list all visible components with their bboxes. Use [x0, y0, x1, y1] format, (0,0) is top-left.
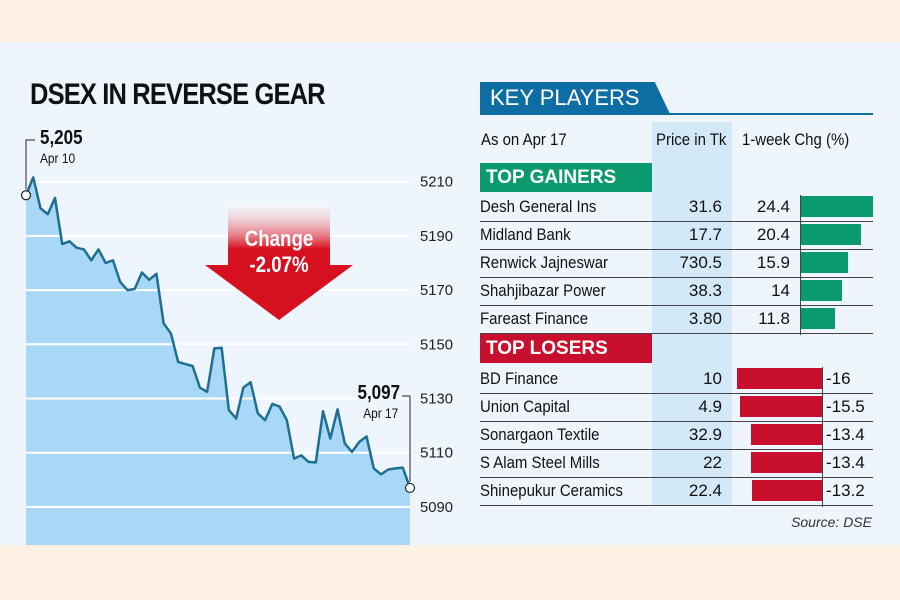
table-row: S Alam Steel Mills 22 -13.4 [480, 449, 873, 478]
company-name: Sonargaon Textile [480, 425, 600, 444]
y-tick-label: 5110 [420, 445, 453, 462]
bar-axis [822, 367, 823, 507]
change-value: -13.4 [826, 453, 865, 472]
end-value-label: 5,097 [357, 382, 400, 404]
table-row: Renwick Jajneswar 730.5 15.9 [480, 249, 873, 278]
end-leader-line [402, 395, 411, 482]
price-value: 32.9 [688, 425, 722, 444]
start-leader-line [25, 139, 35, 190]
price-value: 17.7 [688, 225, 722, 244]
company-name: Shinepukur Ceramics [480, 481, 624, 500]
y-tick-label: 5150 [420, 336, 453, 353]
change-bar [737, 368, 822, 389]
change-arrow: Change -2.07% [205, 202, 353, 322]
company-name: S Alam Steel Mills [480, 453, 600, 472]
company-name: Renwick Jajneswar [480, 253, 609, 272]
price-value: 31.6 [688, 197, 722, 216]
price-value: 38.3 [688, 281, 722, 300]
change-column-header: 1-week Chg (%) [742, 130, 850, 149]
price-value: 730.5 [679, 253, 722, 272]
change-bar [750, 424, 822, 445]
end-date-label: Apr 17 [362, 405, 398, 421]
bar-axis [800, 195, 801, 335]
change-bar [800, 280, 842, 301]
company-name: Shahjibazar Power [480, 281, 606, 300]
table-row: Shahjibazar Power 38.3 14 [480, 277, 873, 306]
price-value: 10 [703, 369, 722, 388]
down-arrow-icon [205, 202, 353, 320]
change-value: -13.2 [826, 481, 865, 500]
change-value: -2.07% [249, 252, 309, 277]
y-tick-label: 5210 [420, 174, 453, 191]
change-value: -13.4 [826, 425, 865, 444]
source-note: Source: DSE [791, 514, 872, 530]
change-value: -15.5 [826, 397, 865, 416]
change-label: Change [244, 226, 314, 251]
price-value: 3.80 [688, 309, 722, 328]
table-row: Union Capital 4.9 -15.5 [480, 393, 873, 422]
table-row: Fareast Finance 3.80 11.8 [480, 305, 873, 334]
y-tick-label: 5190 [420, 228, 453, 245]
table-row: Sonargaon Textile 32.9 -13.4 [480, 421, 873, 450]
y-tick-label: 5130 [420, 391, 453, 408]
top-gainers-label: TOP GAINERS [480, 163, 652, 192]
company-name: Midland Bank [480, 225, 571, 244]
price-value: 22 [703, 453, 722, 472]
change-value: 11.8 [758, 309, 790, 328]
start-value-label: 5,205 [40, 127, 83, 149]
change-bar [739, 396, 822, 417]
y-tick-label: 5170 [420, 282, 453, 299]
y-tick-label: 5090 [420, 499, 453, 516]
company-name: Fareast Finance [480, 309, 589, 328]
top-losers-label: TOP LOSERS [480, 334, 652, 363]
change-bar [800, 308, 836, 329]
price-column-header: Price in Tk [656, 130, 727, 149]
header-rule [480, 113, 873, 115]
change-value: -16 [826, 369, 851, 388]
dsex-chart: 5210 5190 5170 5150 5130 5110 5090 [20, 139, 453, 545]
key-players-header: KEY PLAYERS [480, 82, 670, 114]
change-bar [750, 452, 822, 473]
change-bar [800, 252, 848, 273]
table-row: Desh General Ins 31.6 24.4 [480, 193, 874, 222]
change-value: 20.4 [756, 225, 790, 244]
change-value: 24.4 [756, 197, 790, 216]
start-date-label: Apr 10 [40, 150, 76, 166]
chart-title: DSEX IN REVERSE GEAR [30, 78, 326, 111]
company-name: BD Finance [480, 369, 559, 388]
table-row: Midland Bank 17.7 20.4 [480, 221, 873, 250]
table-row: BD Finance 10 -16 [480, 365, 873, 394]
change-bar [800, 224, 862, 245]
change-bar [800, 196, 874, 217]
change-bar [752, 480, 822, 501]
company-name: Union Capital [480, 397, 570, 416]
price-column-highlight [652, 122, 732, 505]
as-on-date: As on Apr 17 [481, 130, 567, 149]
table-row: Shinepukur Ceramics 22.4 -13.2 [480, 477, 873, 506]
company-name: Desh General Ins [480, 197, 597, 216]
price-value: 22.4 [688, 481, 722, 500]
start-point-marker [20, 190, 32, 201]
price-value: 4.9 [698, 397, 722, 416]
index-line [24, 176, 412, 489]
change-value: 14 [771, 281, 790, 300]
change-value: 15.9 [756, 253, 790, 272]
end-point-marker [404, 482, 416, 494]
